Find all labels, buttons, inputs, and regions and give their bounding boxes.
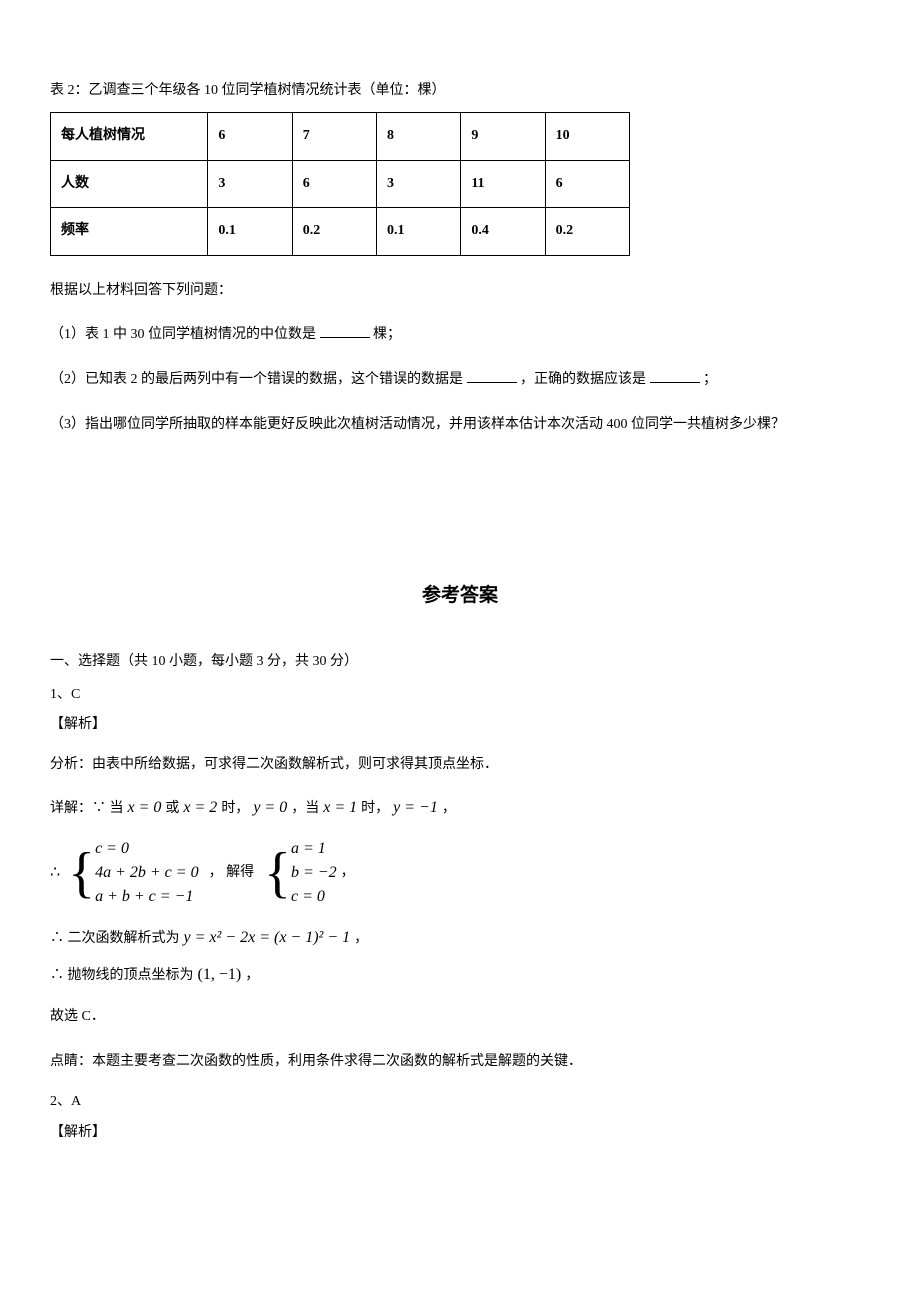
section-1-head: 一、选择题（共 10 小题，每小题 3 分，共 30 分） (50, 651, 870, 673)
vertex-pre: ∴ 抛物线的顶点坐标为 (50, 968, 194, 983)
solve-text: ， 解得 (209, 862, 255, 884)
system-1-content: c = 0 4a + 2b + c = 0 a + b + c = −1 (95, 837, 199, 909)
math-expr: y = x² − 2x = (x − 1)² − 1 (184, 929, 351, 946)
table-cell: 11 (461, 160, 545, 207)
table-cell: 0.2 (292, 208, 376, 255)
table2: 每人植树情况 6 7 8 9 10 人数 3 6 3 11 6 频率 0.1 0… (50, 112, 630, 255)
table-cell: 3 (208, 160, 292, 207)
answer-1-number: 1、C (50, 684, 870, 706)
question-2: （2）已知表 2 的最后两列中有一个错误的数据，这个错误的数据是 ，正确的数据应… (50, 365, 870, 396)
text: 时， (221, 801, 249, 816)
question-1: （1）表 1 中 30 位同学植树情况的中位数是 棵； (50, 320, 870, 351)
answer-1-analysis: 分析：由表中所给数据，可求得二次函数解析式，则可求得其顶点坐标． (50, 750, 870, 781)
eq-row: a = 1 (291, 837, 337, 861)
text: ， (341, 862, 355, 884)
table-cell: 人数 (51, 160, 208, 207)
q2-mid: ，正确的数据应该是 (520, 372, 646, 387)
questions-intro: 根据以上材料回答下列问题： (50, 276, 870, 307)
answer-1-detail: 详解：∵ 当 x = 0 或 x = 2 时， y = 0 ，当 x = 1 时… (50, 795, 870, 821)
math-expr: x = 1 (323, 799, 357, 816)
answer-1-tip: 点睛：本题主要考查二次函数的性质，利用条件求得二次函数的解析式是解题的关键． (50, 1047, 870, 1078)
question-3: （3）指出哪位同学所抽取的样本能更好反映此次植树活动情况，并用该样本估计本次活动… (50, 410, 870, 441)
table-cell: 8 (377, 113, 461, 160)
answer-2-number: 2、A (50, 1091, 870, 1113)
formula-pre: ∴ 二次函数解析式为 (50, 931, 180, 946)
table-cell: 6 (208, 113, 292, 160)
table-row: 每人植树情况 6 7 8 9 10 (51, 113, 630, 160)
table-cell: 0.4 (461, 208, 545, 255)
text: ， (442, 801, 456, 816)
q1-post: 棵； (373, 327, 401, 342)
detail-pre: 详解：∵ 当 (50, 801, 124, 816)
math-expr: x = 0 (128, 799, 162, 816)
table-row: 人数 3 6 3 11 6 (51, 160, 630, 207)
q2-pre: （2）已知表 2 的最后两列中有一个错误的数据，这个错误的数据是 (50, 372, 463, 387)
table-row: 频率 0.1 0.2 0.1 0.4 0.2 (51, 208, 630, 255)
table-cell: 7 (292, 113, 376, 160)
answer-1-choose: 故选 C． (50, 1002, 870, 1033)
table-cell: 3 (377, 160, 461, 207)
table-cell: 10 (545, 113, 629, 160)
math-expr: x = 2 (183, 799, 217, 816)
table-cell: 0.1 (208, 208, 292, 255)
text: 或 (165, 801, 179, 816)
blank-fill (320, 324, 370, 338)
text: 时， (361, 801, 389, 816)
blank-fill (650, 369, 700, 383)
eq-row: c = 0 (95, 837, 199, 861)
therefore-symbol: ∴ (50, 860, 60, 886)
q2-post: ； (703, 372, 717, 387)
eq-row: a + b + c = −1 (95, 885, 199, 909)
table-cell: 9 (461, 113, 545, 160)
table-cell: 0.2 (545, 208, 629, 255)
text: ，当 (291, 801, 319, 816)
left-brace-icon: { (68, 845, 95, 901)
equation-system: ∴ { c = 0 4a + 2b + c = 0 a + b + c = −1… (50, 837, 870, 909)
brace-block-2: { a = 1 b = −2 c = 0 (264, 837, 336, 909)
system-2-content: a = 1 b = −2 c = 0 (291, 837, 337, 909)
eq-row: c = 0 (291, 885, 337, 909)
math-expr: (1, −1) (198, 966, 242, 983)
vertex-line: ∴ 抛物线的顶点坐标为 (1, −1) ， (50, 962, 870, 988)
table-cell: 频率 (51, 208, 208, 255)
table-cell: 6 (545, 160, 629, 207)
analysis-label: 【解析】 (50, 1122, 870, 1144)
math-expr: y = 0 (253, 799, 287, 816)
brace-block-1: { c = 0 4a + 2b + c = 0 a + b + c = −1 (68, 837, 198, 909)
analysis-label: 【解析】 (50, 714, 870, 736)
table-cell: 每人植树情况 (51, 113, 208, 160)
blank-fill (467, 369, 517, 383)
eq-row: b = −2 (291, 861, 337, 885)
q1-pre: （1）表 1 中 30 位同学植树情况的中位数是 (50, 327, 316, 342)
formula-line: ∴ 二次函数解析式为 y = x² − 2x = (x − 1)² − 1 ， (50, 925, 870, 951)
table-cell: 0.1 (377, 208, 461, 255)
table2-caption: 表 2：乙调查三个年级各 10 位同学植树情况统计表（单位：棵） (50, 80, 870, 102)
text: ， (354, 931, 368, 946)
table-cell: 6 (292, 160, 376, 207)
answer-title: 参考答案 (50, 581, 870, 611)
eq-row: 4a + 2b + c = 0 (95, 861, 199, 885)
math-expr: y = −1 (393, 799, 438, 816)
left-brace-icon: { (264, 845, 291, 901)
text: ， (245, 968, 259, 983)
